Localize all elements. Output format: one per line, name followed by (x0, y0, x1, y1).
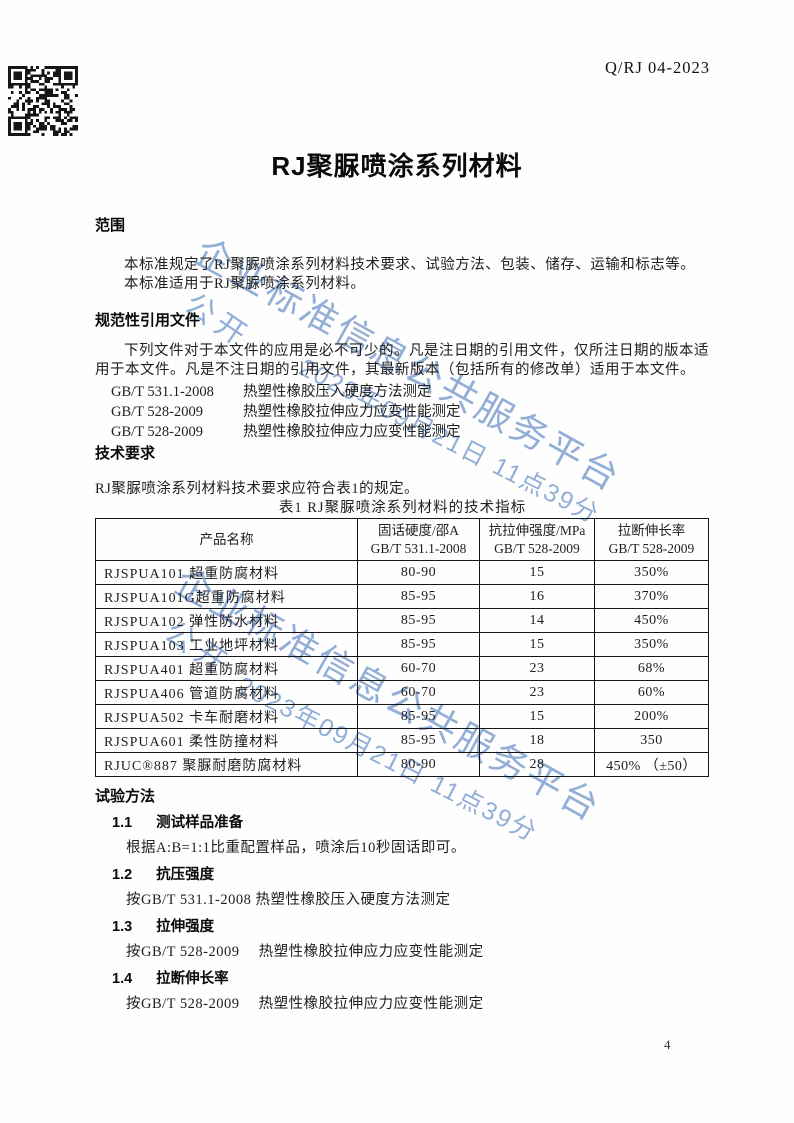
table-row: RJSPUA103 工业地坪材料 85-95 15 350% (95, 632, 709, 657)
reference-item: GB/T 531.1-2008 热塑性橡胶压入硬度方法测定 (111, 382, 710, 402)
spec-table: 产品名称 固话硬度/邵A GB/T 531.1-2008 抗拉伸强度/MPa G… (95, 518, 709, 777)
test-method-heading: 1.3 拉伸强度 (95, 919, 710, 935)
table-cell: 60-70 (357, 656, 480, 681)
table-cell: RJSPUA101G超重防腐材料 (95, 584, 358, 609)
table-cell: 85-95 (357, 728, 480, 753)
table-cell: RJSPUA502 卡车耐磨材料 (95, 704, 358, 729)
table-caption: 表1 RJ聚脲喷涂系列材料的技术指标 (278, 500, 527, 516)
page-title: RJ聚脲喷涂系列材料 (271, 151, 523, 181)
column-header-line: GB/T 528-2009 (608, 540, 695, 556)
table-cell: 450% (594, 608, 709, 633)
table-cell: RJSPUA103 工业地坪材料 (95, 632, 358, 657)
test-method-body: 根据A:B=1:1比重配置样品，喷涂后10秒固话即可。 (126, 840, 466, 856)
test-method-heading: 1.1 测试样品准备 (95, 815, 710, 831)
scope-paragraph: 本标准规定了RJ聚脲喷涂系列材料技术要求、试验方法、包装、储存、运输和标志等。 (124, 257, 696, 273)
table-cell: 16 (479, 584, 595, 609)
test-method-title: 测试样品准备 (156, 815, 244, 831)
table-cell: 370% (594, 584, 709, 609)
table-cell: 80-90 (357, 560, 480, 585)
table-row: RJSPUA101G超重防腐材料 85-95 16 370% (95, 584, 709, 609)
scope-paragraph: 本标准适用于RJ聚脲喷涂系列材料。 (124, 276, 366, 292)
doc-number: Q/RJ 04-2023 (604, 58, 710, 77)
table-cell: 85-95 (357, 704, 480, 729)
table-cell: 15 (479, 632, 595, 657)
spec-table-header: 产品名称 固话硬度/邵A GB/T 531.1-2008 抗拉伸强度/MPa G… (95, 518, 709, 561)
table-cell: RJUC®887 聚脲耐磨防腐材料 (95, 752, 358, 777)
table-cell: 18 (479, 728, 595, 753)
column-header-line: GB/T 528-2009 (494, 540, 580, 556)
column-header-line: GB/T 531.1-2008 (370, 540, 467, 556)
table-row: RJSPUA601 柔性防撞材料 85-95 18 350 (95, 728, 709, 753)
test-method-heading: 1.4 拉断伸长率 (95, 971, 710, 987)
test-method-title: 拉伸强度 (156, 919, 215, 935)
reference-title: 热塑性橡胶压入硬度方法测定 (243, 384, 432, 400)
column-header-line: 抗拉伸强度/MPa (488, 522, 586, 538)
reference-title: 热塑性橡胶拉伸应力应变性能测定 (243, 404, 461, 420)
section-heading-references: 规范性引用文件 (95, 312, 201, 329)
qr-code (8, 66, 78, 136)
table-row: RJSPUA401 超重防腐材料 60-70 23 68% (95, 656, 709, 681)
table-cell: 23 (479, 680, 595, 705)
table-cell: 23 (479, 656, 595, 681)
reference-item: GB/T 528-2009 热塑性橡胶拉伸应力应变性能测定 (111, 402, 710, 422)
table-cell: RJSPUA406 管道防腐材料 (95, 680, 358, 705)
section-heading-scope: 范围 (95, 217, 126, 234)
table-header-row: 产品名称 固话硬度/邵A GB/T 531.1-2008 抗拉伸强度/MPa G… (95, 518, 709, 561)
column-header-elongation: 拉断伸长率 GB/T 528-2009 (594, 518, 709, 561)
document-body: 范围 本标准规定了RJ聚脲喷涂系列材料技术要求、试验方法、包装、储存、运输和标志… (95, 217, 710, 1013)
section-heading-technical: 技术要求 (95, 445, 156, 462)
test-method-number: 1.2 (112, 867, 133, 883)
test-method-number: 1.4 (112, 971, 133, 987)
test-method-body: 按GB/T 528-2009 热塑性橡胶拉伸应力应变性能测定 (126, 996, 484, 1012)
table-cell: 450% （±50） (594, 752, 709, 777)
reference-code: GB/T 528-2009 (111, 424, 203, 440)
reference-title: 热塑性橡胶拉伸应力应变性能测定 (243, 424, 461, 440)
table-cell: 350% (594, 560, 709, 585)
column-header-product: 产品名称 (95, 518, 358, 561)
test-method-body: 按GB/T 528-2009 热塑性橡胶拉伸应力应变性能测定 (126, 944, 484, 960)
table-cell: 350 (594, 728, 709, 753)
test-method-number: 1.1 (112, 815, 133, 831)
table-cell: 200% (594, 704, 709, 729)
table-cell: 85-95 (357, 584, 480, 609)
table-cell: 68% (594, 656, 709, 681)
section-heading-test-methods: 试验方法 (95, 788, 156, 805)
page-number: 4 (664, 1037, 671, 1052)
table-cell: 15 (479, 560, 595, 585)
technical-intro: RJ聚脲喷涂系列材料技术要求应符合表1的规定。 (95, 481, 420, 497)
table-cell: 60-70 (357, 680, 480, 705)
table-row: RJSPUA102 弹性防水材料 85-95 14 450% (95, 608, 709, 633)
reference-code: GB/T 528-2009 (111, 404, 203, 420)
table-cell: 80-90 (357, 752, 480, 777)
test-method-heading: 1.2 抗压强度 (95, 867, 710, 883)
table-cell: 28 (479, 752, 595, 777)
test-method-title: 拉断伸长率 (156, 971, 229, 987)
test-method-title: 抗压强度 (156, 867, 215, 883)
reference-item: GB/T 528-2009 热塑性橡胶拉伸应力应变性能测定 (111, 422, 710, 442)
table-cell: RJSPUA102 弹性防水材料 (95, 608, 358, 633)
column-header-line: 固话硬度/邵A (378, 522, 459, 538)
table-row: RJSPUA502 卡车耐磨材料 85-95 15 200% (95, 704, 709, 729)
table-cell: 15 (479, 704, 595, 729)
references-intro: 下列文件对于本文件的应用是必不可少的。凡是注日期的引用文件，仅所注日期的版本适用… (95, 343, 709, 378)
reference-code: GB/T 531.1-2008 (111, 384, 214, 400)
column-header-line: 拉断伸长率 (617, 522, 686, 538)
table-row: RJUC®887 聚脲耐磨防腐材料 80-90 28 450% （±50） (95, 752, 709, 777)
column-header-hardness: 固话硬度/邵A GB/T 531.1-2008 (357, 518, 480, 561)
test-method-number: 1.3 (112, 919, 133, 935)
table-row: RJSPUA101 超重防腐材料 80-90 15 350% (95, 560, 709, 585)
table-cell: RJSPUA101 超重防腐材料 (95, 560, 358, 585)
table-cell: RJSPUA401 超重防腐材料 (95, 656, 358, 681)
table-row: RJSPUA406 管道防腐材料 60-70 23 60% (95, 680, 709, 705)
table-cell: 350% (594, 632, 709, 657)
table-cell: 60% (594, 680, 709, 705)
references-list: GB/T 531.1-2008 热塑性橡胶压入硬度方法测定 GB/T 528-20… (95, 382, 710, 442)
table-cell: 85-95 (357, 608, 480, 633)
table-cell: 85-95 (357, 632, 480, 657)
table-cell: 14 (479, 608, 595, 633)
table-cell: RJSPUA601 柔性防撞材料 (95, 728, 358, 753)
test-method-body: 按GB/T 531.1-2008 热塑性橡胶压入硬度方法测定 (126, 892, 451, 908)
column-header-tensile: 抗拉伸强度/MPa GB/T 528-2009 (479, 518, 595, 561)
